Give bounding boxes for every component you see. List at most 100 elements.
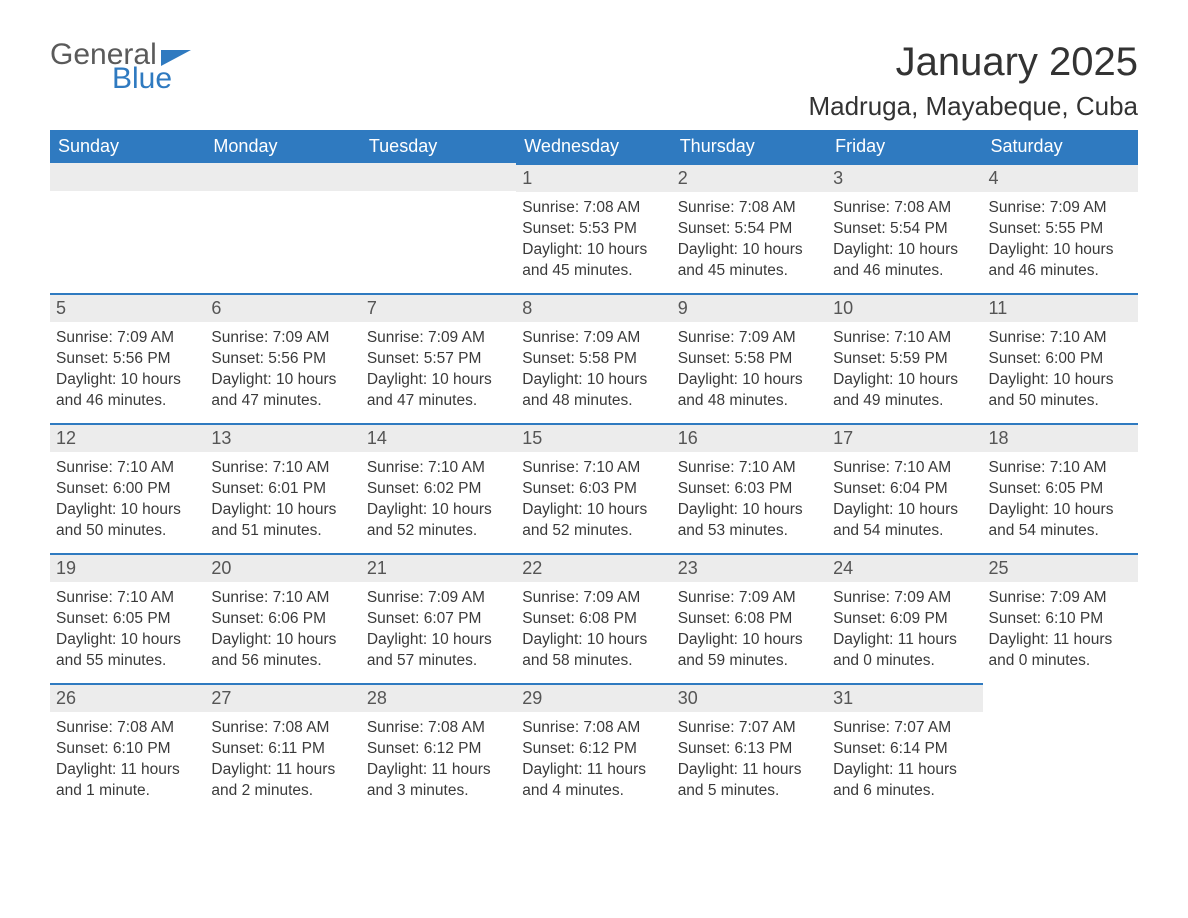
daylight-line: Daylight: 11 hours and 2 minutes. — [211, 760, 354, 802]
sunrise-line: Sunrise: 7:10 AM — [56, 588, 199, 609]
day-details: Sunrise: 7:10 AMSunset: 6:01 PMDaylight:… — [205, 452, 360, 552]
calendar-cell: 13Sunrise: 7:10 AMSunset: 6:01 PMDayligh… — [205, 423, 360, 553]
day-details: Sunrise: 7:10 AMSunset: 6:04 PMDaylight:… — [827, 452, 982, 552]
day-number-bar: 11 — [983, 293, 1138, 322]
daylight-line: Daylight: 10 hours and 52 minutes. — [522, 500, 665, 542]
calendar-cell: 16Sunrise: 7:10 AMSunset: 6:03 PMDayligh… — [672, 423, 827, 553]
sunrise-line: Sunrise: 7:08 AM — [522, 718, 665, 739]
sunrise-line: Sunrise: 7:07 AM — [678, 718, 821, 739]
day-details: Sunrise: 7:09 AMSunset: 5:55 PMDaylight:… — [983, 192, 1138, 292]
weekday-header: Wednesday — [516, 130, 671, 163]
day-details: Sunrise: 7:09 AMSunset: 6:08 PMDaylight:… — [516, 582, 671, 682]
day-details: Sunrise: 7:10 AMSunset: 6:06 PMDaylight:… — [205, 582, 360, 682]
day-number-bar: 30 — [672, 683, 827, 712]
day-number-bar: 22 — [516, 553, 671, 582]
sunrise-line: Sunrise: 7:09 AM — [522, 328, 665, 349]
sunrise-line: Sunrise: 7:10 AM — [367, 458, 510, 479]
sunset-line: Sunset: 6:01 PM — [211, 479, 354, 500]
sunset-line: Sunset: 6:09 PM — [833, 609, 976, 630]
calendar-cell: 18Sunrise: 7:10 AMSunset: 6:05 PMDayligh… — [983, 423, 1138, 553]
day-details: Sunrise: 7:09 AMSunset: 6:10 PMDaylight:… — [983, 582, 1138, 682]
day-number-bar: 20 — [205, 553, 360, 582]
daylight-line: Daylight: 10 hours and 59 minutes. — [678, 630, 821, 672]
sunrise-line: Sunrise: 7:09 AM — [56, 328, 199, 349]
daylight-line: Daylight: 11 hours and 5 minutes. — [678, 760, 821, 802]
day-details: Sunrise: 7:08 AMSunset: 6:11 PMDaylight:… — [205, 712, 360, 812]
calendar-cell: 29Sunrise: 7:08 AMSunset: 6:12 PMDayligh… — [516, 683, 671, 813]
calendar-cell: 12Sunrise: 7:10 AMSunset: 6:00 PMDayligh… — [50, 423, 205, 553]
calendar-cell: 25Sunrise: 7:09 AMSunset: 6:10 PMDayligh… — [983, 553, 1138, 683]
daylight-line: Daylight: 11 hours and 0 minutes. — [833, 630, 976, 672]
sunrise-line: Sunrise: 7:10 AM — [211, 588, 354, 609]
day-number-bar: 5 — [50, 293, 205, 322]
calendar-cell: 28Sunrise: 7:08 AMSunset: 6:12 PMDayligh… — [361, 683, 516, 813]
day-details: Sunrise: 7:10 AMSunset: 6:03 PMDaylight:… — [672, 452, 827, 552]
sunset-line: Sunset: 6:08 PM — [522, 609, 665, 630]
calendar-cell: 24Sunrise: 7:09 AMSunset: 6:09 PMDayligh… — [827, 553, 982, 683]
sunset-line: Sunset: 5:57 PM — [367, 349, 510, 370]
calendar-cell: 19Sunrise: 7:10 AMSunset: 6:05 PMDayligh… — [50, 553, 205, 683]
sunset-line: Sunset: 6:02 PM — [367, 479, 510, 500]
sunset-line: Sunset: 6:10 PM — [989, 609, 1132, 630]
daylight-line: Daylight: 10 hours and 50 minutes. — [989, 370, 1132, 412]
daylight-line: Daylight: 10 hours and 53 minutes. — [678, 500, 821, 542]
sunrise-line: Sunrise: 7:08 AM — [678, 198, 821, 219]
sunrise-line: Sunrise: 7:10 AM — [522, 458, 665, 479]
day-number-bar: 4 — [983, 163, 1138, 192]
sunset-line: Sunset: 5:59 PM — [833, 349, 976, 370]
calendar-cell: 9Sunrise: 7:09 AMSunset: 5:58 PMDaylight… — [672, 293, 827, 423]
day-details: Sunrise: 7:07 AMSunset: 6:14 PMDaylight:… — [827, 712, 982, 812]
daylight-line: Daylight: 10 hours and 58 minutes. — [522, 630, 665, 672]
day-number-bar: 23 — [672, 553, 827, 582]
calendar-cell: 23Sunrise: 7:09 AMSunset: 6:08 PMDayligh… — [672, 553, 827, 683]
calendar-cell: 31Sunrise: 7:07 AMSunset: 6:14 PMDayligh… — [827, 683, 982, 813]
sunrise-line: Sunrise: 7:09 AM — [367, 588, 510, 609]
calendar-cell: 6Sunrise: 7:09 AMSunset: 5:56 PMDaylight… — [205, 293, 360, 423]
day-number-bar: 27 — [205, 683, 360, 712]
sunset-line: Sunset: 6:06 PM — [211, 609, 354, 630]
day-number-bar: 8 — [516, 293, 671, 322]
sunset-line: Sunset: 6:05 PM — [989, 479, 1132, 500]
day-details: Sunrise: 7:07 AMSunset: 6:13 PMDaylight:… — [672, 712, 827, 812]
sunrise-line: Sunrise: 7:10 AM — [833, 328, 976, 349]
calendar-cell: 8Sunrise: 7:09 AMSunset: 5:58 PMDaylight… — [516, 293, 671, 423]
sunrise-line: Sunrise: 7:08 AM — [211, 718, 354, 739]
day-details: Sunrise: 7:10 AMSunset: 5:59 PMDaylight:… — [827, 322, 982, 422]
daylight-line: Daylight: 11 hours and 3 minutes. — [367, 760, 510, 802]
location-subtitle: Madruga, Mayabeque, Cuba — [808, 91, 1138, 122]
calendar-week-row: 1Sunrise: 7:08 AMSunset: 5:53 PMDaylight… — [50, 163, 1138, 293]
daylight-line: Daylight: 10 hours and 54 minutes. — [833, 500, 976, 542]
page-title: January 2025 — [808, 40, 1138, 85]
daylight-line: Daylight: 10 hours and 47 minutes. — [211, 370, 354, 412]
sunrise-line: Sunrise: 7:10 AM — [833, 458, 976, 479]
day-details: Sunrise: 7:08 AMSunset: 6:12 PMDaylight:… — [361, 712, 516, 812]
daylight-line: Daylight: 10 hours and 45 minutes. — [678, 240, 821, 282]
daylight-line: Daylight: 10 hours and 49 minutes. — [833, 370, 976, 412]
day-details: Sunrise: 7:10 AMSunset: 6:03 PMDaylight:… — [516, 452, 671, 552]
day-details: Sunrise: 7:09 AMSunset: 5:56 PMDaylight:… — [205, 322, 360, 422]
day-details: Sunrise: 7:08 AMSunset: 5:53 PMDaylight:… — [516, 192, 671, 292]
sunset-line: Sunset: 6:10 PM — [56, 739, 199, 760]
empty-day-bar — [50, 163, 205, 191]
sunset-line: Sunset: 5:56 PM — [211, 349, 354, 370]
calendar-cell: 7Sunrise: 7:09 AMSunset: 5:57 PMDaylight… — [361, 293, 516, 423]
sunset-line: Sunset: 5:58 PM — [678, 349, 821, 370]
daylight-line: Daylight: 10 hours and 48 minutes. — [522, 370, 665, 412]
sunrise-line: Sunrise: 7:07 AM — [833, 718, 976, 739]
daylight-line: Daylight: 10 hours and 54 minutes. — [989, 500, 1132, 542]
calendar-cell: 11Sunrise: 7:10 AMSunset: 6:00 PMDayligh… — [983, 293, 1138, 423]
daylight-line: Daylight: 10 hours and 46 minutes. — [833, 240, 976, 282]
sunset-line: Sunset: 6:12 PM — [367, 739, 510, 760]
day-details: Sunrise: 7:10 AMSunset: 6:00 PMDaylight:… — [983, 322, 1138, 422]
daylight-line: Daylight: 10 hours and 52 minutes. — [367, 500, 510, 542]
daylight-line: Daylight: 10 hours and 57 minutes. — [367, 630, 510, 672]
day-details: Sunrise: 7:08 AMSunset: 5:54 PMDaylight:… — [672, 192, 827, 292]
weekday-header: Tuesday — [361, 130, 516, 163]
sunset-line: Sunset: 6:11 PM — [211, 739, 354, 760]
day-details: Sunrise: 7:08 AMSunset: 5:54 PMDaylight:… — [827, 192, 982, 292]
day-details: Sunrise: 7:10 AMSunset: 6:00 PMDaylight:… — [50, 452, 205, 552]
daylight-line: Daylight: 10 hours and 50 minutes. — [56, 500, 199, 542]
calendar-cell — [205, 163, 360, 293]
calendar-cell: 17Sunrise: 7:10 AMSunset: 6:04 PMDayligh… — [827, 423, 982, 553]
logo-text-blue: Blue — [112, 64, 191, 94]
